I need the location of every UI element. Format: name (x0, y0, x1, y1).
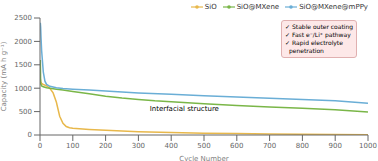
svg-text:500: 500 (197, 142, 210, 150)
svg-text:1500: 1500 (14, 61, 32, 69)
svg-text:200: 200 (99, 142, 112, 150)
svg-text:2000: 2000 (14, 38, 32, 46)
svg-text:0: 0 (28, 131, 32, 139)
svg-text:300: 300 (132, 142, 145, 150)
svg-text:700: 700 (263, 142, 276, 150)
svg-text:800: 800 (296, 142, 309, 150)
html-text:SiO@MXene: SiO@MXene (236, 3, 280, 11)
svg-text:1000: 1000 (14, 85, 32, 93)
html-text:Interfacial structure: Interfacial structure (149, 105, 219, 114)
svg-text:1000: 1000 (359, 142, 370, 150)
svg-text:0: 0 (38, 142, 42, 150)
html-text:✓ Stable outer coating ✓ Fast: ✓ Stable outer coating ✓ Fast e⁻/Li⁺ pat… (285, 23, 354, 55)
svg-text:900: 900 (329, 142, 342, 150)
svg-text:600: 600 (230, 142, 243, 150)
svg-text:100: 100 (66, 142, 79, 150)
svg-text:500: 500 (19, 108, 32, 116)
svg-text:400: 400 (165, 142, 178, 150)
svg-text:2500: 2500 (14, 14, 32, 22)
html-text:SiO: SiO (204, 3, 217, 11)
svg-text:Cycle Number: Cycle Number (179, 155, 229, 161)
svg-text:Capacity (mA h g⁻¹): Capacity (mA h g⁻¹) (8, 41, 9, 111)
html-text:SiO@MXene@mPPy: SiO@MXene@mPPy (299, 3, 368, 11)
